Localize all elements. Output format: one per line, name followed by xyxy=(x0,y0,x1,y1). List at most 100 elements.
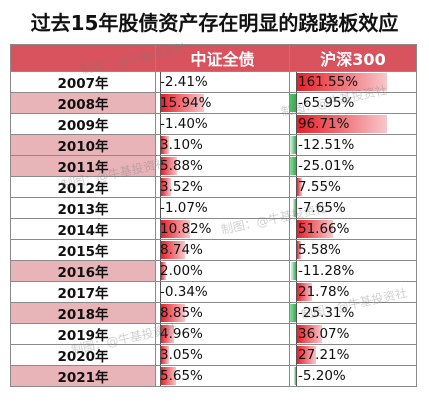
bond-cell: 3.05% xyxy=(155,344,290,366)
bond-bar xyxy=(161,325,175,343)
bond-cell: 3.52% xyxy=(155,176,290,198)
stock-bar xyxy=(297,115,387,133)
year-cell: 2010年 xyxy=(10,134,156,156)
bond-value: -2.41% xyxy=(160,74,208,90)
zero-line xyxy=(296,303,297,323)
zero-line xyxy=(160,93,161,113)
stock-bar xyxy=(292,199,296,217)
bond-bar xyxy=(161,220,191,238)
stock-value: 36.07% xyxy=(298,326,350,342)
bond-bar xyxy=(161,136,170,154)
zero-line xyxy=(160,198,161,218)
zero-line xyxy=(296,282,297,302)
table-row: 2014年 10.82% 51.66% xyxy=(10,218,417,240)
zero-line xyxy=(160,282,161,302)
stock-value: 21.78% xyxy=(298,284,350,300)
bond-cell: 15.94% xyxy=(155,92,290,114)
stock-bar xyxy=(297,346,317,364)
year-cell: 2015年 xyxy=(10,239,156,261)
table-row: 2019年 4.96% 36.07% xyxy=(10,323,417,345)
stock-value: 51.66% xyxy=(298,221,350,237)
stock-cell: -7.65% xyxy=(289,197,417,219)
bond-bar xyxy=(161,346,170,364)
bond-value: 3.05% xyxy=(160,347,203,363)
zero-line xyxy=(160,219,161,239)
page-title: 过去15年股债资产存在明显的跷跷板效应 xyxy=(30,11,399,35)
stock-bar xyxy=(297,178,303,196)
bond-bar xyxy=(161,94,205,112)
stock-cell: 27.21% xyxy=(289,344,417,366)
zero-line xyxy=(160,345,161,365)
bond-value: 3.10% xyxy=(160,137,203,153)
zero-line xyxy=(296,219,297,239)
stock-bar xyxy=(297,241,301,259)
bond-value: -0.34% xyxy=(160,284,208,300)
stock-cell: -25.01% xyxy=(289,155,417,177)
bond-bar xyxy=(161,262,167,280)
zero-line xyxy=(160,135,161,155)
bond-cell: 5.88% xyxy=(155,155,290,177)
table-row: 2020年 3.05% 27.21% xyxy=(10,344,417,366)
stock-cell: -11.28% xyxy=(289,260,417,282)
stock-bar xyxy=(297,73,387,91)
bond-value: 4.96% xyxy=(160,326,203,342)
stock-bar xyxy=(297,283,313,301)
stock-bar xyxy=(290,136,296,154)
zero-line xyxy=(296,198,297,218)
zero-line xyxy=(160,156,161,176)
table-row: 2010年 3.10% -12.51% xyxy=(10,134,417,156)
bond-cell: 5.65% xyxy=(155,365,290,387)
zero-line xyxy=(160,72,161,92)
bond-bar xyxy=(161,157,177,175)
stock-bar xyxy=(297,220,334,238)
bond-cell: 10.82% xyxy=(155,218,290,240)
bond-value: 8.74% xyxy=(160,242,203,258)
header-stock: 沪深300 xyxy=(289,44,417,72)
stock-cell: 7.55% xyxy=(289,176,417,198)
stock-cell: -5.20% xyxy=(289,365,417,387)
bond-cell: 8.85% xyxy=(155,302,290,324)
stock-value: -11.28% xyxy=(298,263,355,279)
zero-line xyxy=(296,93,297,113)
stock-cell: -65.95% xyxy=(289,92,417,114)
stock-cell: 36.07% xyxy=(289,323,417,345)
table-row: 2017年 -0.34% 21.78% xyxy=(10,281,417,303)
zero-line xyxy=(160,114,161,134)
zero-line xyxy=(160,324,161,344)
zero-line xyxy=(160,261,161,281)
bond-value: 2.00% xyxy=(160,263,203,279)
stock-bar xyxy=(290,94,296,112)
table-row: 2018年 8.85% -25.31% xyxy=(10,302,417,324)
stock-bar xyxy=(293,367,296,385)
zero-line xyxy=(296,261,297,281)
stock-value: -7.65% xyxy=(298,200,346,216)
zero-line xyxy=(160,303,161,323)
stock-cell: 5.58% xyxy=(289,239,417,261)
returns-table: 中证全债 沪深300 2007年 -2.41% 161.55% 2008年 15.94%… xyxy=(10,44,417,387)
bond-cell: 2.00% xyxy=(155,260,290,282)
header-year xyxy=(10,44,156,72)
zero-line xyxy=(160,177,161,197)
stock-cell: 21.78% xyxy=(289,281,417,303)
bond-cell: -1.40% xyxy=(155,113,290,135)
year-cell: 2020年 xyxy=(10,344,156,366)
bond-cell: 3.10% xyxy=(155,134,290,156)
bond-bar xyxy=(161,178,171,196)
zero-line xyxy=(296,114,297,134)
year-cell: 2013年 xyxy=(10,197,156,219)
bond-value: 15.94% xyxy=(160,95,212,111)
stock-bar xyxy=(297,325,323,343)
stock-cell: 51.66% xyxy=(289,218,417,240)
year-cell: 2014年 xyxy=(10,218,156,240)
stock-value: 27.21% xyxy=(298,347,350,363)
zero-line xyxy=(296,135,297,155)
zero-line xyxy=(296,177,297,197)
stock-value: 96.71% xyxy=(298,116,350,132)
bond-cell: -2.41% xyxy=(155,71,290,93)
table-row: 2008年 15.94% -65.95% xyxy=(10,92,417,114)
stock-bar xyxy=(290,262,296,280)
zero-line xyxy=(296,345,297,365)
table-row: 2011年 5.88% -25.01% xyxy=(10,155,417,177)
stock-value: 7.55% xyxy=(298,179,341,195)
bond-cell: 8.74% xyxy=(155,239,290,261)
